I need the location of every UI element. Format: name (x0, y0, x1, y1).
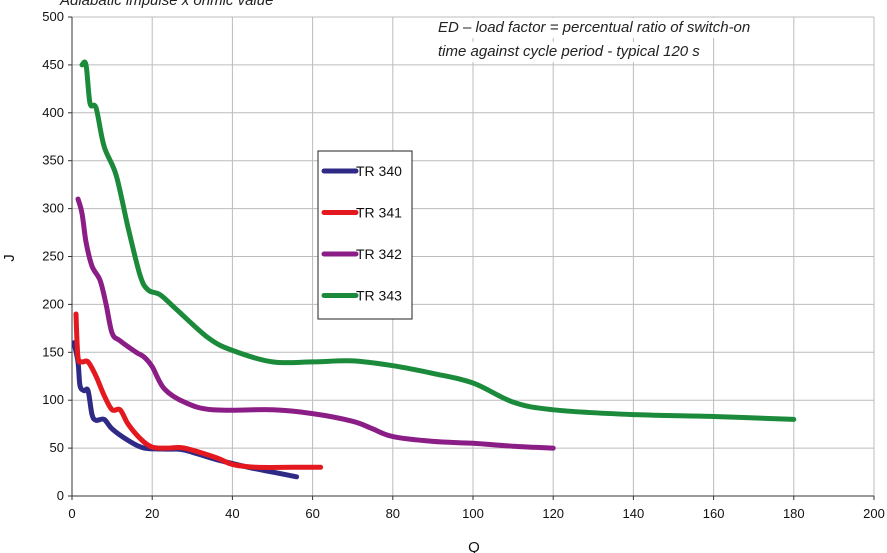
y-tick-label: 200 (42, 296, 64, 311)
x-tick-label: 0 (68, 506, 75, 521)
legend-label: TR 341 (356, 205, 402, 221)
x-tick-label: 40 (225, 506, 239, 521)
x-tick-label: 100 (462, 506, 484, 521)
y-tick-label: 250 (42, 249, 64, 264)
legend-label: TR 340 (356, 163, 402, 179)
y-tick-label: 500 (42, 9, 64, 24)
y-tick-label: 350 (42, 153, 64, 168)
legend-label: TR 342 (356, 246, 402, 262)
x-tick-label: 180 (783, 506, 805, 521)
series-line-tr-342 (75, 196, 556, 451)
x-tick-label: 20 (145, 506, 159, 521)
series-line-tr-341 (73, 311, 324, 470)
x-tick-label: 80 (386, 506, 400, 521)
note-top-right-line1: ED – load factor = percentual ratio of s… (438, 18, 757, 38)
grid-lines (72, 16, 875, 496)
x-tick-label: 120 (542, 506, 564, 521)
y-tick-label: 0 (57, 488, 64, 503)
note-top-right-line2: time against cycle period - typical 120 … (438, 42, 706, 62)
x-axis-label: Q (468, 539, 480, 553)
y-tick-label: 100 (42, 392, 64, 407)
legend-box (317, 150, 413, 320)
y-tick-label: 450 (42, 57, 64, 72)
x-tick-label: 60 (305, 506, 319, 521)
x-tick-label: 160 (703, 506, 725, 521)
y-tick-label: 150 (42, 344, 64, 359)
note-top-left: Adiabatic impulse x ohmic value (60, 0, 274, 9)
y-axis-label: J (1, 254, 18, 262)
y-tick-label: 300 (42, 201, 64, 216)
legend: TR 340 TR 341 TR 342 TR 343 (317, 150, 413, 320)
axes (68, 16, 875, 500)
x-tick-label: 140 (623, 506, 645, 521)
x-tick-label: 200 (863, 506, 885, 521)
tick-labels: 0 20 40 60 80 100 120 140 160 180 200 0 50 100 150 200 2… (42, 9, 885, 521)
legend-label: TR 343 (356, 288, 402, 304)
y-tick-label: 50 (50, 440, 64, 455)
series-line-tr-343 (79, 59, 797, 422)
y-tick-label: 400 (42, 105, 64, 120)
series-lines (71, 59, 797, 480)
